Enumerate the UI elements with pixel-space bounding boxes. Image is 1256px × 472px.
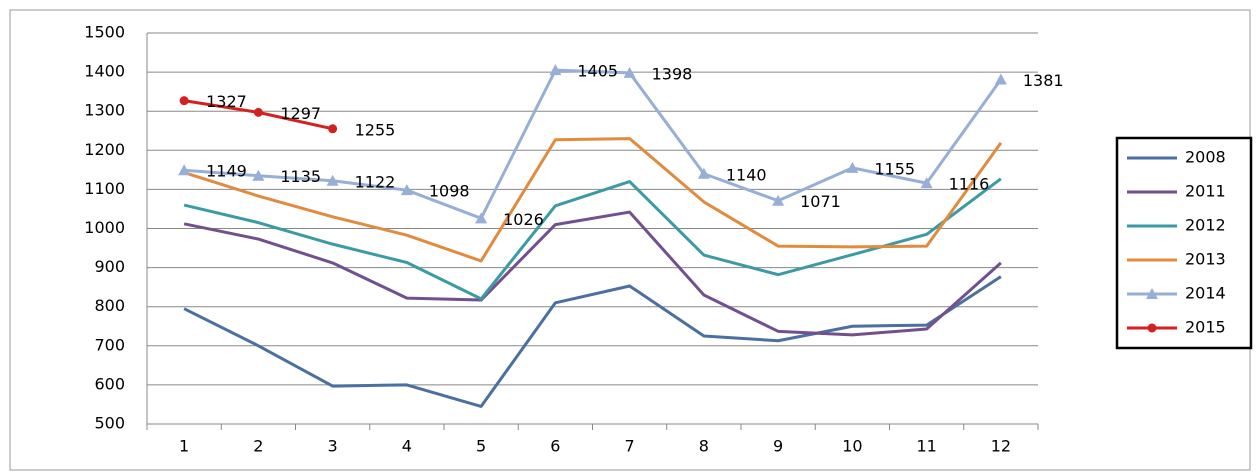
data-label: 1149 bbox=[206, 162, 247, 181]
data-label: 1398 bbox=[652, 64, 693, 83]
y-tick-label: 800 bbox=[94, 296, 125, 315]
marker bbox=[920, 177, 933, 189]
data-label: 1098 bbox=[429, 182, 470, 201]
marker bbox=[253, 107, 263, 117]
series-line bbox=[183, 275, 1002, 408]
marker bbox=[328, 124, 338, 134]
data-label: 1071 bbox=[800, 192, 841, 211]
y-tick-label: 700 bbox=[94, 335, 125, 354]
y-tick-label: 600 bbox=[94, 374, 125, 393]
marker bbox=[846, 161, 859, 173]
data-label: 1155 bbox=[874, 159, 915, 178]
x-tick-label: 2 bbox=[253, 437, 263, 456]
y-tick-label: 900 bbox=[94, 257, 125, 276]
marker bbox=[252, 169, 265, 181]
series-line bbox=[184, 68, 1003, 220]
marker bbox=[994, 73, 1007, 85]
marker bbox=[179, 96, 189, 106]
marker bbox=[772, 194, 785, 206]
legend-label: 2015 bbox=[1185, 318, 1226, 337]
marker bbox=[326, 174, 339, 186]
y-tick-label: 1500 bbox=[84, 23, 125, 42]
data-label: 1140 bbox=[726, 165, 767, 184]
chart-frame bbox=[9, 9, 1251, 471]
data-label: 1135 bbox=[280, 167, 321, 186]
marker bbox=[178, 164, 191, 176]
x-tick-label: 10 bbox=[842, 437, 862, 456]
marker bbox=[549, 64, 562, 76]
y-tick-label: 1000 bbox=[84, 218, 125, 237]
data-label: 1405 bbox=[577, 62, 618, 81]
x-tick-label: 6 bbox=[550, 437, 560, 456]
legend-marker bbox=[1146, 288, 1158, 299]
legend-label: 2014 bbox=[1185, 284, 1226, 303]
data-label: 1116 bbox=[949, 175, 990, 194]
marker bbox=[400, 184, 413, 196]
legend-marker bbox=[1147, 323, 1157, 333]
data-label: 1381 bbox=[1023, 71, 1064, 90]
data-label: 1297 bbox=[280, 104, 321, 123]
data-label: 1255 bbox=[355, 120, 396, 139]
x-tick-label: 3 bbox=[328, 437, 338, 456]
y-tick-label: 500 bbox=[94, 414, 125, 433]
legend-label: 2011 bbox=[1185, 182, 1226, 201]
x-tick-label: 12 bbox=[991, 437, 1011, 456]
series-line bbox=[183, 137, 1003, 263]
legend-label: 2012 bbox=[1185, 216, 1226, 235]
data-label: 1026 bbox=[503, 210, 544, 229]
data-label: 1327 bbox=[206, 92, 247, 111]
marker bbox=[623, 66, 636, 78]
marker bbox=[697, 167, 710, 179]
legend-label: 2008 bbox=[1185, 148, 1226, 167]
x-tick-label: 7 bbox=[625, 437, 635, 456]
x-tick-label: 9 bbox=[773, 437, 783, 456]
legend-label: 2013 bbox=[1185, 250, 1226, 269]
marker bbox=[475, 212, 488, 224]
y-tick-label: 1400 bbox=[84, 62, 125, 81]
legend-box bbox=[1115, 136, 1253, 350]
x-tick-label: 8 bbox=[699, 437, 709, 456]
x-tick-label: 11 bbox=[916, 437, 936, 456]
y-tick-label: 1300 bbox=[84, 101, 125, 120]
series-line bbox=[183, 210, 1002, 337]
data-label: 1122 bbox=[355, 172, 396, 191]
x-tick-label: 5 bbox=[476, 437, 486, 456]
y-tick-label: 1200 bbox=[84, 140, 125, 159]
x-tick-label: 1 bbox=[179, 437, 189, 456]
y-tick-label: 1100 bbox=[84, 179, 125, 198]
series-line bbox=[183, 177, 1002, 301]
x-tick-label: 4 bbox=[402, 437, 412, 456]
